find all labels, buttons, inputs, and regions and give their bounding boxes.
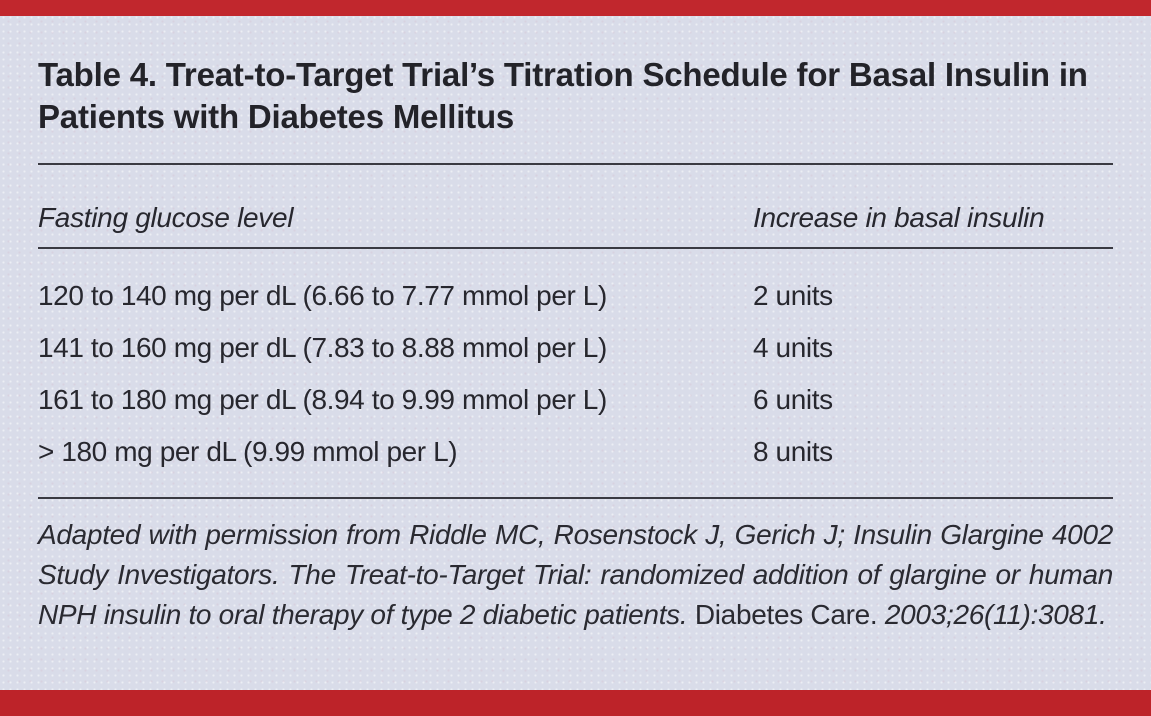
divider-below-title (38, 163, 1113, 165)
table-header-row: Fasting glucose level Increase in basal … (38, 201, 1113, 235)
table-title: Table 4. Treat-to-Target Trial’s Titrati… (38, 56, 1088, 135)
column-header-insulin-increase: Increase in basal insulin (753, 202, 1045, 233)
insulin-increase-cell: 8 units (753, 436, 833, 467)
column-header-fasting-glucose: Fasting glucose level (38, 202, 294, 233)
source-note: Adapted with permission from Riddle MC, … (38, 515, 1113, 635)
glucose-range-cell: 161 to 180 mg per dL (8.94 to 9.99 mmol … (38, 384, 607, 415)
insulin-increase-cell: 2 units (753, 280, 833, 311)
citation-volume-page: 2003;26(11):3081. (884, 599, 1107, 630)
journal-name: Diabetes Care. (694, 599, 878, 630)
source-note-italic-text: Adapted with permission from Riddle MC, … (38, 519, 1113, 630)
insulin-increase-cell: 4 units (753, 332, 833, 363)
table-content: Table 4. Treat-to-Target Trial’s Titrati… (0, 16, 1151, 635)
table-row: 141 to 160 mg per dL (7.83 to 8.88 mmol … (38, 322, 1113, 374)
table-body: 120 to 140 mg per dL (6.66 to 7.77 mmol … (38, 270, 1113, 478)
glucose-range-cell: 141 to 160 mg per dL (7.83 to 8.88 mmol … (38, 332, 607, 363)
insulin-increase-cell: 6 units (753, 384, 833, 415)
divider-below-header (38, 247, 1113, 249)
bottom-red-bar (0, 690, 1151, 716)
divider-above-footnote (38, 497, 1113, 499)
table-row: 161 to 180 mg per dL (8.94 to 9.99 mmol … (38, 374, 1113, 426)
glucose-range-cell: 120 to 140 mg per dL (6.66 to 7.77 mmol … (38, 280, 607, 311)
table-row: > 180 mg per dL (9.99 mmol per L) 8 units (38, 426, 1113, 478)
top-red-bar (0, 0, 1151, 16)
table-row: 120 to 140 mg per dL (6.66 to 7.77 mmol … (38, 270, 1113, 322)
glucose-range-cell: > 180 mg per dL (9.99 mmol per L) (38, 436, 458, 467)
